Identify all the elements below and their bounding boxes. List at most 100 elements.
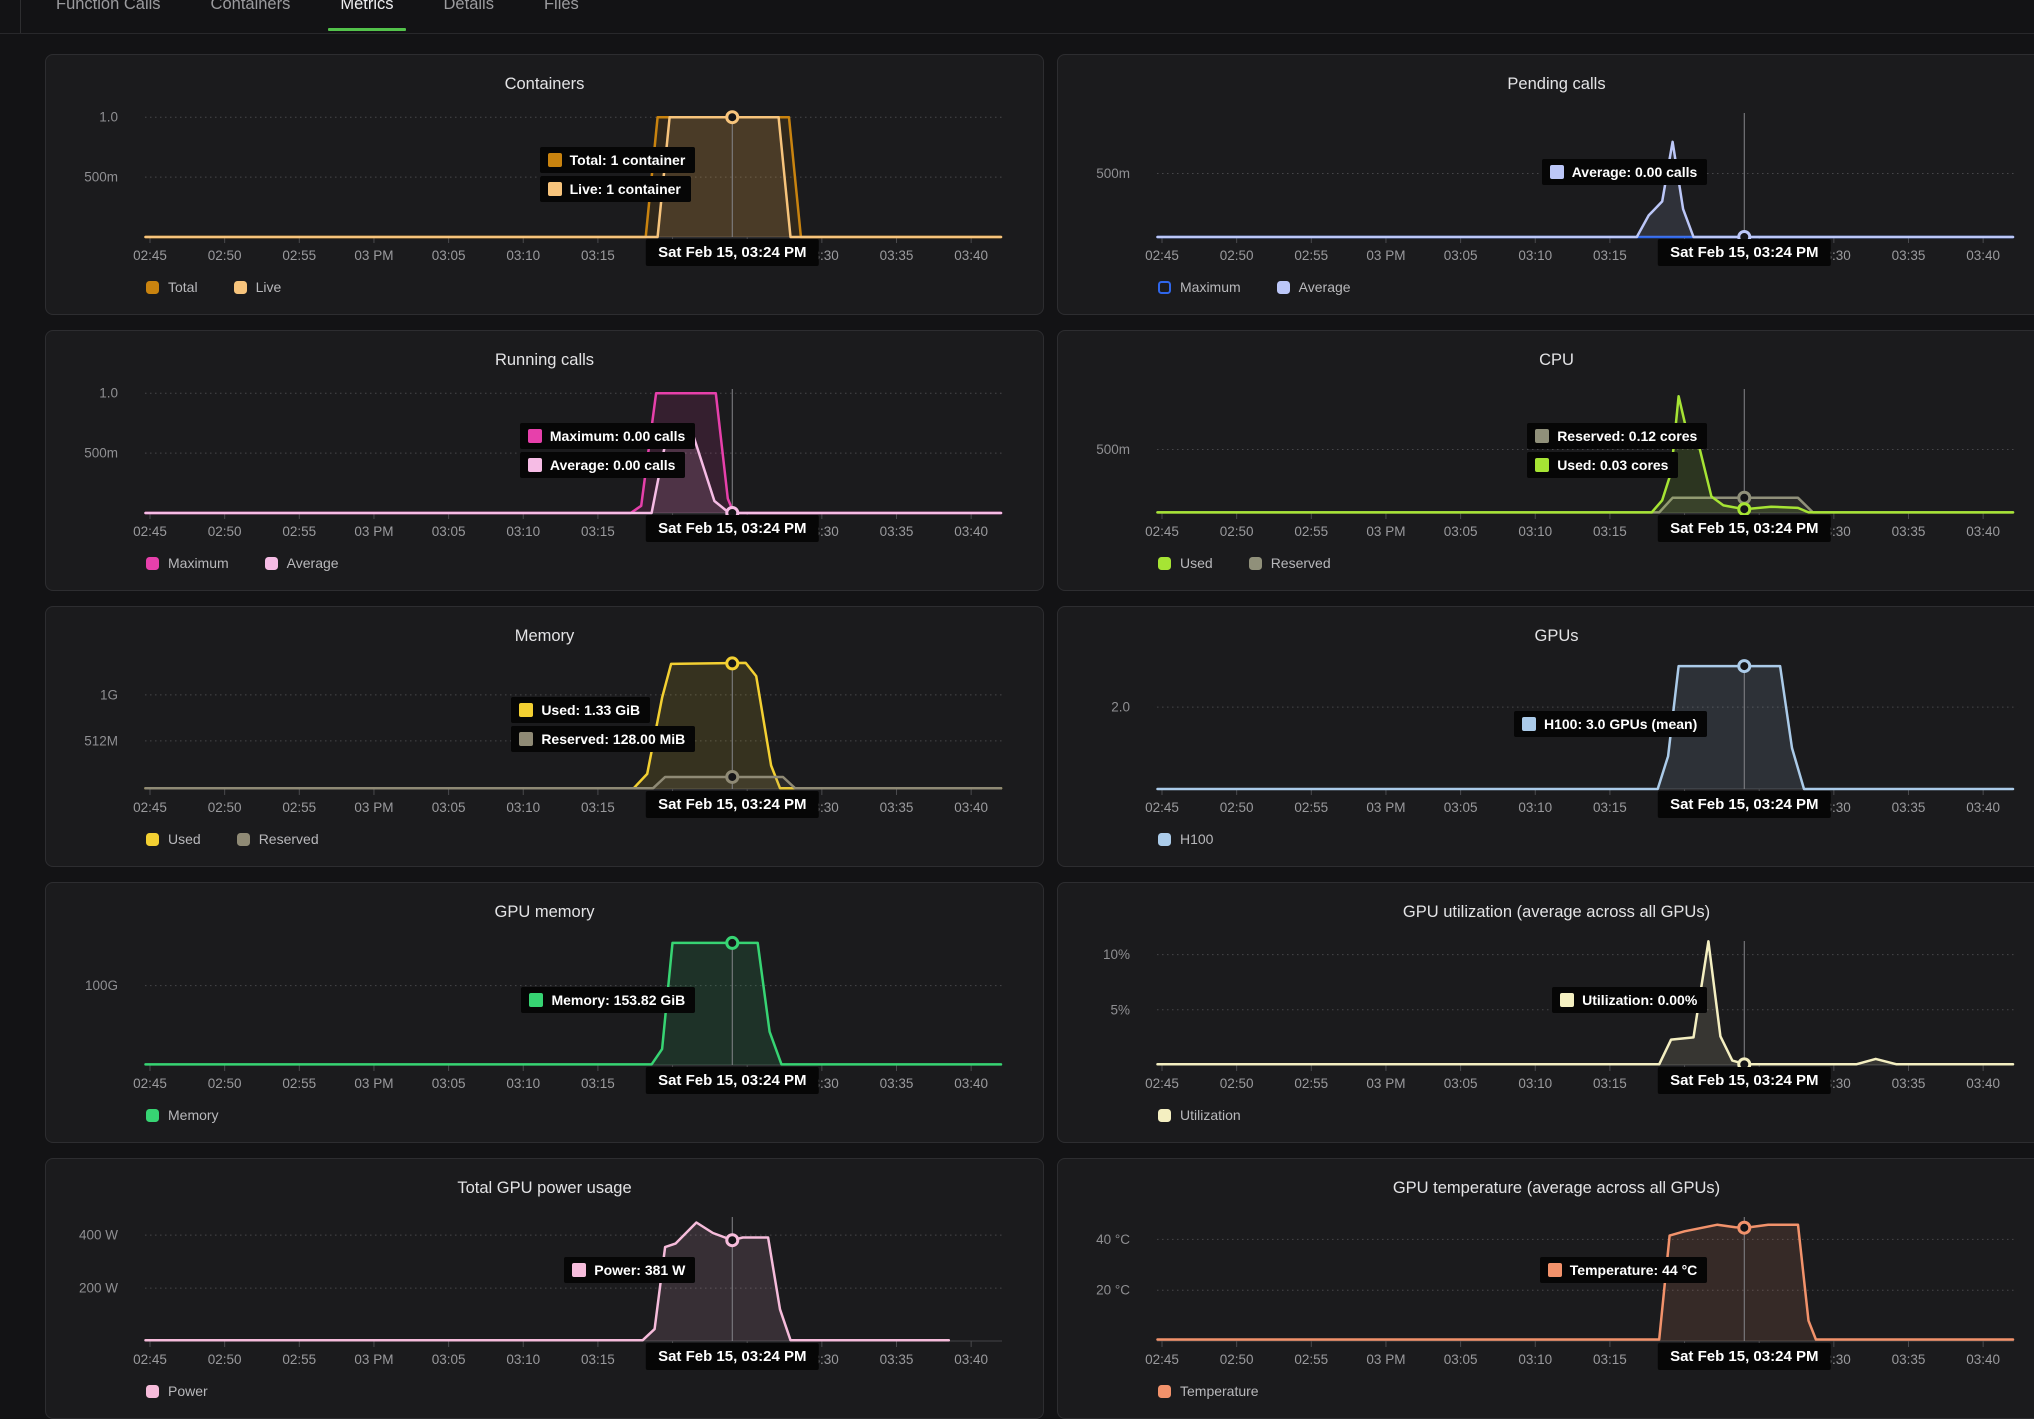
legend-item-reserved[interactable]: Reserved (1248, 555, 1331, 571)
series-area-reserved (1157, 497, 2013, 513)
chart-plot-gpu-temperature[interactable]: 40 °C 20 °C 02:45 02:50 02:55 03 PM 03:05 03:10… (1058, 1159, 2034, 1419)
series-line-utilization (1156, 940, 2015, 1066)
legend-label: Live (255, 279, 282, 295)
series-line-average (1156, 140, 2015, 239)
legend-color-chip (264, 556, 278, 570)
x-axis-label: 03:05 (1444, 1076, 1478, 1091)
chart-title: GPU temperature (average across all GPUs… (1392, 1179, 1721, 1197)
chart-tooltip: Reserved: 0.12 cores Used: 0.03 cores (1527, 423, 1708, 478)
legend-item-utilization[interactable]: Utilization (1158, 1107, 1241, 1123)
x-axis-label: 03:05 (432, 1076, 466, 1091)
tab-function-calls[interactable]: Function Calls (44, 0, 173, 34)
chart-plot-gpu-utilization[interactable]: 10% 5% 02:45 02:50 02:55 03 PM 03:05 03:10 03:15… (1058, 883, 2034, 1143)
chart-legend: Temperature (1158, 1383, 1259, 1399)
x-axis-label: 03:05 (432, 524, 466, 539)
x-axis-label: 03:15 (581, 1076, 615, 1091)
chart-title: Total GPU power usage (457, 1179, 632, 1197)
legend-label: Power (168, 1383, 208, 1399)
y-axis-label: 500m (1096, 166, 1130, 181)
y-axis-label: 5% (1110, 1002, 1130, 1017)
tooltip-series-chip (1535, 458, 1550, 472)
legend-item-used[interactable]: Used (1158, 555, 1213, 571)
tooltip-row: Reserved: 128.00 MiB (511, 726, 696, 752)
x-axis-label: 02:45 (1145, 248, 1179, 263)
series-line-live (144, 115, 1003, 239)
x-axis-label: 02:50 (208, 524, 242, 539)
x-axis-label: 02:50 (208, 248, 242, 263)
tooltip-date: Sat Feb 15, 03:24 PM (1658, 1067, 1831, 1094)
legend-item-power[interactable]: Power (146, 1383, 208, 1399)
x-axis-label: 03:15 (1593, 1076, 1627, 1091)
x-axis-label: 03 PM (354, 1352, 393, 1367)
chart-title: GPU memory (494, 903, 595, 921)
legend-color-chip (1158, 832, 1171, 846)
legend-item-maximum[interactable]: Maximum (146, 555, 229, 571)
tab-details[interactable]: Details (432, 0, 506, 34)
y-axis-label: 10% (1103, 947, 1130, 962)
legend-item-total[interactable]: Total (146, 279, 198, 295)
legend-color-chip (146, 280, 159, 294)
tooltip-date: Sat Feb 15, 03:24 PM (1658, 515, 1831, 542)
tooltip-series-chip (1560, 993, 1575, 1007)
x-axis-label: 02:55 (282, 1352, 316, 1367)
y-axis-label: 1.0 (99, 386, 118, 401)
tab-containers[interactable]: Containers (199, 0, 303, 34)
tab-files[interactable]: Files (532, 0, 591, 34)
chart-plot-gpu-memory[interactable]: 100G 02:45 02:50 02:55 03 PM 03:05 03:10 03:15 0… (46, 883, 1044, 1143)
tooltip-date: Sat Feb 15, 03:24 PM (646, 239, 819, 266)
y-axis-label: 500m (84, 446, 118, 461)
hover-marker (725, 1233, 740, 1248)
x-axis-label: 02:55 (1294, 1076, 1328, 1091)
tooltip-series-chip (1521, 717, 1536, 731)
x-axis-label: 03 PM (1366, 1352, 1405, 1367)
legend-item-maximum[interactable]: Maximum (1158, 279, 1241, 295)
chart-plot-gpus[interactable]: 2.0 02:45 02:50 02:55 03 PM 03:05 03:10 03:15 03… (1058, 607, 2034, 867)
x-axis-label: 02:50 (1220, 1076, 1254, 1091)
series-area-power (145, 1222, 949, 1341)
x-axis-label: 03 PM (1366, 1076, 1405, 1091)
x-axis-label: 03:10 (1518, 1352, 1552, 1367)
legend-item-temperature[interactable]: Temperature (1158, 1383, 1259, 1399)
x-axis-label: 03:15 (1593, 248, 1627, 263)
chart-legend: Maximum Average (1158, 279, 1351, 295)
hover-marker (1737, 502, 1752, 517)
chart-plot-pending-calls[interactable]: 500m 02:45 02:50 02:55 03 PM 03:05 03:10 03:15 0… (1058, 55, 2034, 315)
chart-title: GPUs (1534, 627, 1579, 645)
tooltip-date: Sat Feb 15, 03:24 PM (646, 515, 819, 542)
legend-color-chip (146, 556, 159, 570)
x-axis-label: 03:40 (954, 1352, 988, 1367)
legend-item-used[interactable]: Used (146, 831, 201, 847)
legend-item-live[interactable]: Live (233, 279, 282, 295)
x-axis-label: 03:40 (954, 800, 988, 815)
legend-label: H100 (1180, 831, 1214, 847)
legend-item-memory[interactable]: Memory (146, 1107, 219, 1123)
y-axis-label: 100G (85, 978, 118, 993)
x-axis-label: 03 PM (354, 248, 393, 263)
x-axis-label: 02:50 (208, 800, 242, 815)
chart-tooltip: Maximum: 0.00 calls Average: 0.00 calls (519, 423, 696, 478)
legend-item-average[interactable]: Average (264, 555, 339, 571)
x-axis-label: 03:40 (954, 524, 988, 539)
x-axis-label: 02:55 (282, 248, 316, 263)
hover-marker (725, 656, 740, 671)
x-axis-label: 03:15 (581, 524, 615, 539)
tab-metrics[interactable]: Metrics (328, 0, 406, 34)
tooltip-row: Utilization: 0.00% (1552, 987, 1708, 1013)
chart-card-pending-calls: 500m 02:45 02:50 02:55 03 PM 03:05 03:10 03:15 0… (1057, 54, 2034, 315)
x-axis-label: 03:05 (1444, 524, 1478, 539)
legend-item-h100[interactable]: H100 (1158, 831, 1213, 847)
chart-plot-running-calls[interactable]: 1.0 500m 02:45 02:50 02:55 03 PM 03:05 03:10 03:… (46, 331, 1044, 591)
chart-legend: Used Reserved (146, 831, 319, 847)
tooltip-date: Sat Feb 15, 03:24 PM (646, 1067, 819, 1094)
tooltip-row: Temperature: 44 °C (1539, 1257, 1708, 1283)
legend-item-average[interactable]: Average (1276, 279, 1351, 295)
tooltip-value-text: Used: 1.33 GiB (541, 702, 641, 718)
legend-item-reserved[interactable]: Reserved (236, 831, 319, 847)
tooltip-series-chip (1549, 165, 1564, 179)
tooltip-value-text: Utilization: 0.00% (1582, 992, 1698, 1008)
legend-label: Maximum (168, 555, 229, 571)
tooltip-value-text: H100: 3.0 GPUs (mean) (1543, 716, 1698, 732)
tooltip-series-chip (527, 429, 542, 443)
series-line-memory (144, 941, 1003, 1066)
chart-plot-gpu-power[interactable]: 400 W 200 W 02:45 02:50 02:55 03 PM 03:05 03:10… (46, 1159, 1044, 1419)
